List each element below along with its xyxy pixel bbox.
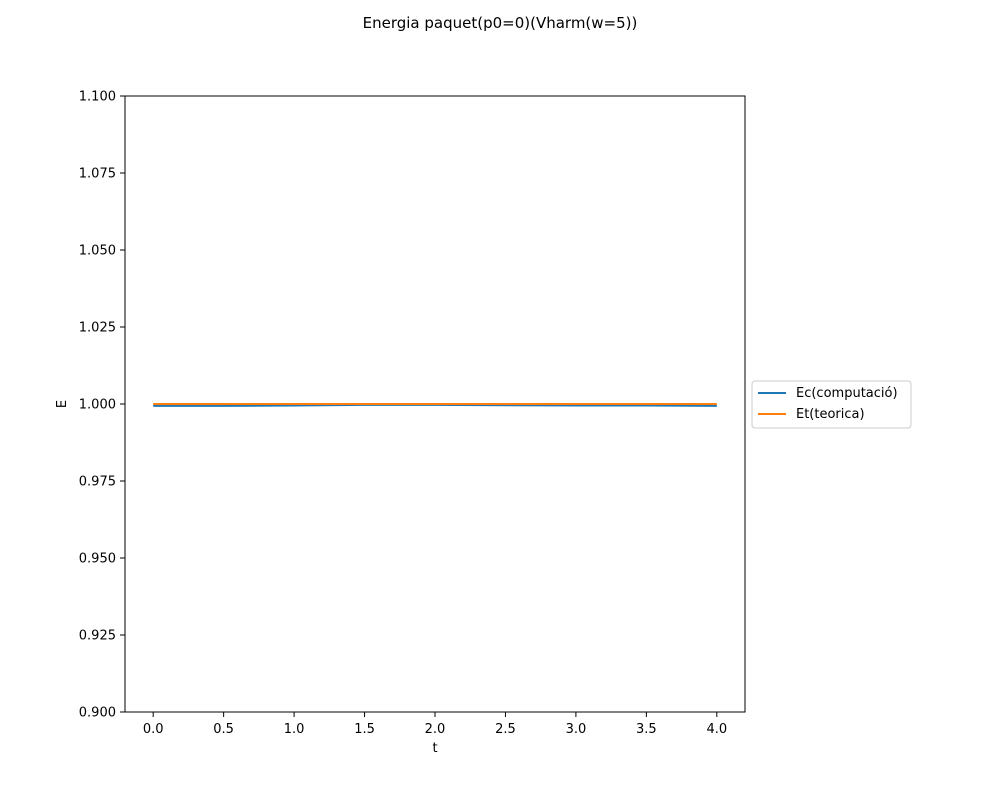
x-tick-label: 1.0 (284, 722, 305, 737)
y-tick-label: 1.025 (79, 321, 116, 336)
x-tick-label: 3.0 (566, 722, 587, 737)
legend-label-ec: Ec(computació) (796, 386, 898, 401)
legend: Ec(computació) Et(teorica) (751, 380, 912, 429)
y-tick-label: 1.000 (79, 398, 116, 413)
x-tick-label: 3.5 (636, 722, 657, 737)
x-tick-label: 2.0 (425, 722, 446, 737)
x-tick-label: 4.0 (706, 722, 727, 737)
y-tick-label: 1.100 (79, 90, 116, 105)
y-tick-label: 1.075 (79, 167, 116, 182)
y-tick-label: 0.950 (79, 552, 116, 567)
series-line-ec (153, 403, 717, 407)
x-tick-label: 0.5 (213, 722, 234, 737)
y-tick-label: 0.975 (79, 475, 116, 490)
y-axis-label: E (55, 400, 70, 408)
legend-frame (751, 380, 912, 429)
y-tick-label: 0.900 (79, 706, 116, 721)
series-layer (153, 403, 717, 407)
x-tick-label: 1.5 (354, 722, 375, 737)
x-axis-label: t (432, 741, 437, 756)
y-tick-label: 1.050 (79, 244, 116, 259)
chart-title: Energia paquet(p0=0)(Vharm(w=5)) (363, 14, 638, 32)
y-tick-label: 0.925 (79, 629, 116, 644)
x-tick-label: 0.0 (143, 722, 164, 737)
plot-area (124, 95, 746, 713)
x-axis: 0.0 0.5 1.0 1.5 2.0 2.5 3.0 3.5 4.0 (143, 712, 727, 737)
y-axis: 0.900 0.925 0.950 0.975 1.000 1.025 1.050 1.075… (79, 90, 125, 721)
x-tick-label: 2.5 (495, 722, 516, 737)
legend-label-et: Et(teorica) (796, 407, 865, 422)
